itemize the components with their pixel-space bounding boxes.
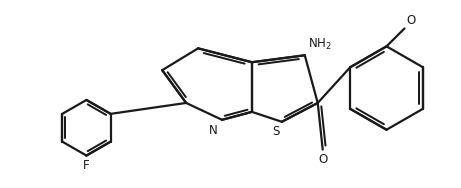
Text: NH$_2$: NH$_2$ <box>308 37 331 52</box>
Text: F: F <box>83 158 90 171</box>
Text: S: S <box>272 125 280 138</box>
Text: O: O <box>407 14 416 27</box>
Text: O: O <box>318 153 327 166</box>
Text: N: N <box>209 124 218 137</box>
